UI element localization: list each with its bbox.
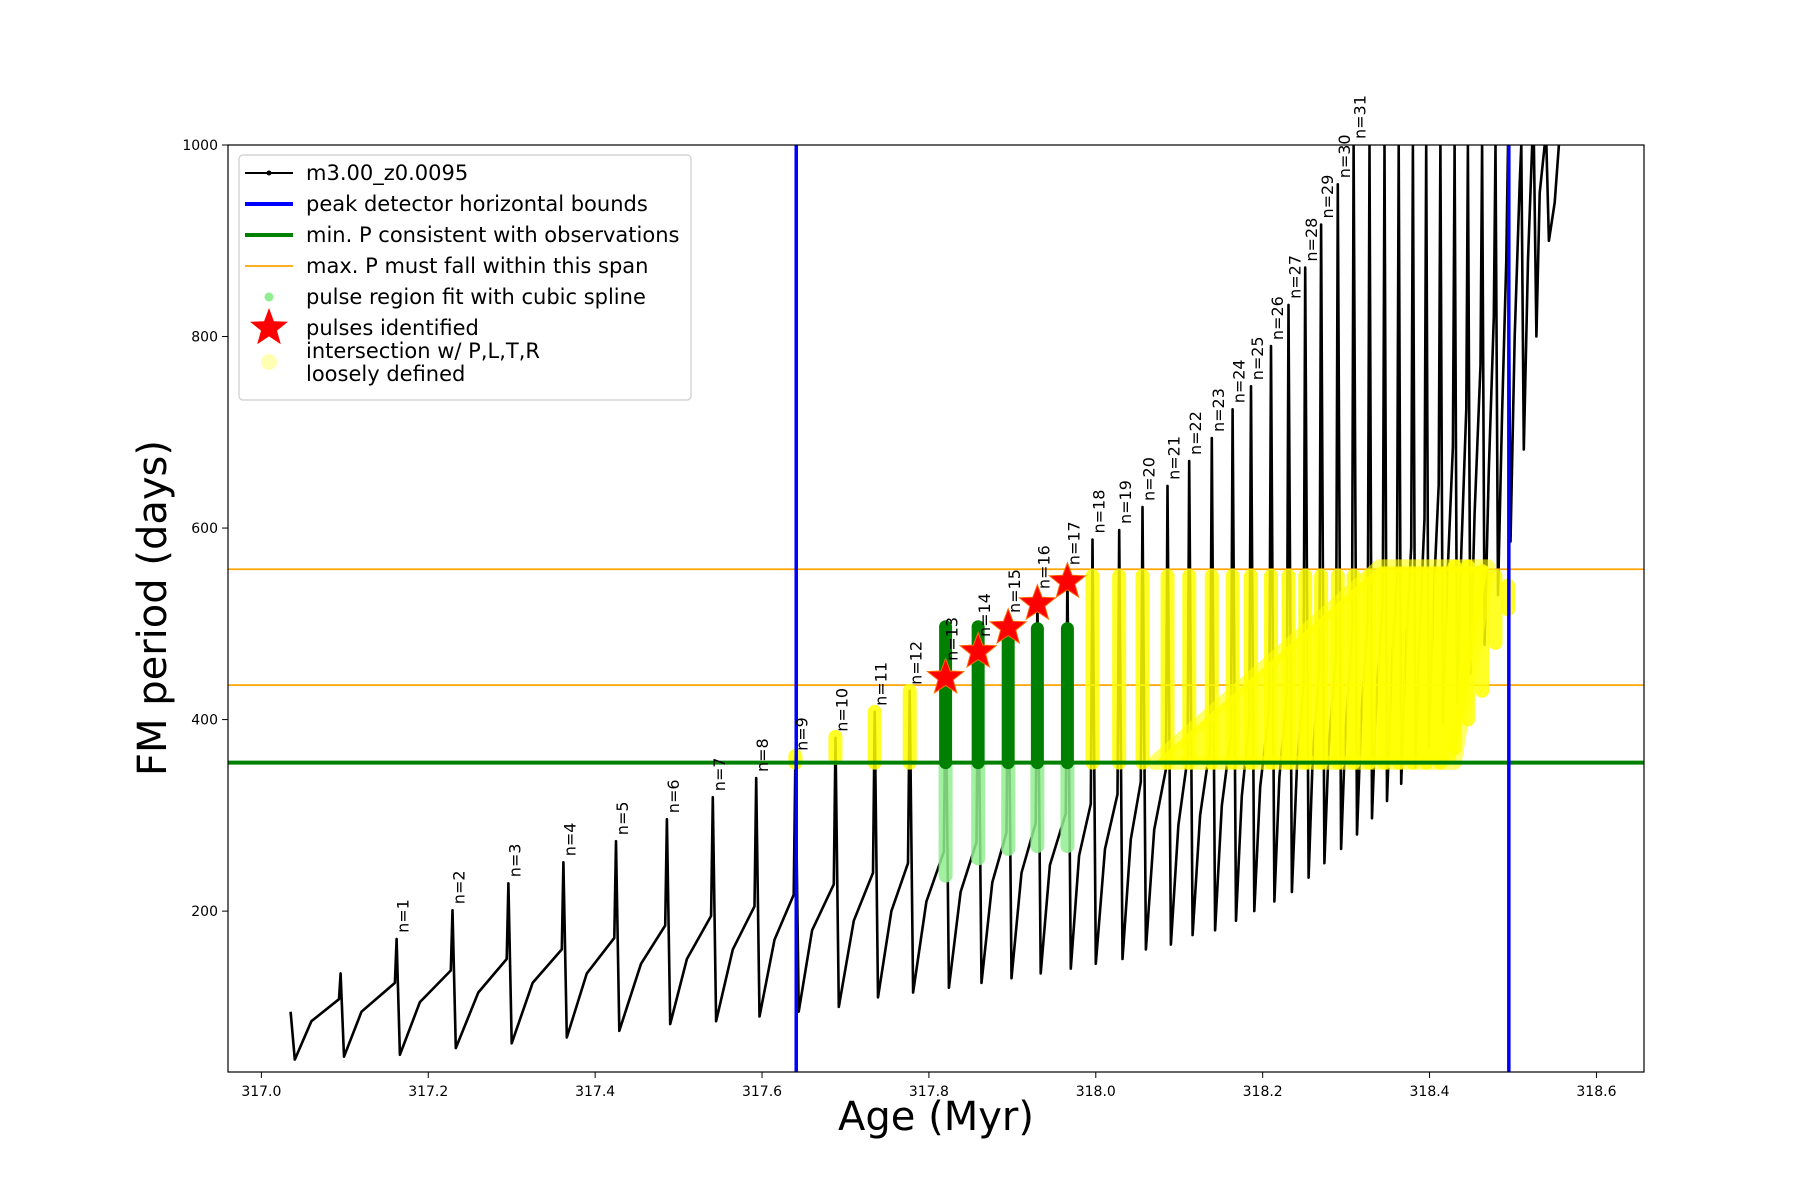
legend-label: pulses identified [306, 316, 479, 340]
pulse-label: n=25 [1248, 336, 1267, 380]
pulse-label: n=6 [664, 779, 683, 813]
legend-label: pulse region fit with cubic spline [306, 285, 646, 309]
x-tick-label: 317.0 [241, 1084, 281, 1100]
x-tick-label: 318.0 [1076, 1084, 1116, 1100]
pulse-label: n=18 [1090, 490, 1109, 534]
pulse-label: n=9 [792, 717, 811, 751]
pulse-label: n=4 [560, 823, 579, 857]
y-tick-label: 400 [191, 713, 218, 729]
overlay: n=1 n=2 n=3 n=4 n=5 n=6 n=7 n=8 n=9 n=10 n=11 n=12 n… [394, 95, 1370, 933]
legend-label: intersection w/ P,L,T,R loosely defined [306, 339, 540, 386]
pulse-label: n=19 [1116, 480, 1135, 524]
x-tick-label: 317.4 [575, 1084, 615, 1100]
pulse-label: n=12 [907, 641, 926, 685]
y-tick-label: 1000 [182, 138, 218, 154]
pulse-label: n=20 [1140, 457, 1159, 501]
pulse-label: n=10 [833, 688, 852, 732]
pulse-label: n=21 [1165, 436, 1184, 480]
legend-label: m3.00_z0.0095 [306, 161, 468, 186]
pulse-label: n=22 [1186, 411, 1205, 455]
pulse-label: n=14 [975, 593, 994, 637]
x-tick-label: 317.6 [742, 1084, 782, 1100]
pulse-label: n=23 [1209, 388, 1228, 432]
pulse-star [988, 607, 1028, 645]
pulse-label: n=1 [394, 899, 413, 933]
y-tick-label: 600 [191, 521, 218, 537]
pulse-label: n=26 [1268, 296, 1287, 340]
pulse-star [958, 631, 998, 669]
x-tick-label: 317.2 [408, 1084, 448, 1100]
pulse-label: n=5 [613, 801, 632, 835]
x-tick-label: 318.4 [1410, 1084, 1450, 1100]
x-tick-label: 318.2 [1243, 1084, 1283, 1100]
legend-marker [261, 354, 277, 370]
legend-label: peak detector horizontal bounds [306, 192, 648, 216]
pulse-label: n=7 [710, 757, 729, 791]
legend-marker [264, 292, 274, 302]
axes-frame [227, 144, 1645, 1073]
x-tick-label: 317.8 [909, 1084, 949, 1100]
pulse-label: n=29 [1318, 175, 1337, 219]
legend-marker [250, 308, 288, 345]
pulse-label: n=2 [450, 870, 469, 904]
data-line [289, 145, 1561, 1061]
y-tick-label: 800 [191, 330, 218, 346]
x-axis-label: Age (Myr) [838, 1094, 1034, 1140]
legend-marker [266, 170, 272, 176]
legend-label-line: loosely defined [306, 362, 465, 386]
legend-box [238, 154, 692, 401]
plot-area [228, 145, 1644, 1072]
pulse-label: n=28 [1302, 218, 1321, 262]
pulse-label: n=16 [1034, 545, 1053, 589]
pulse-label: n=24 [1230, 359, 1249, 403]
pulse-label: n=13 [943, 617, 962, 661]
pulse-star [1017, 583, 1057, 621]
legend-label-line: intersection w/ P,L,T,R [306, 339, 540, 363]
pulse-label: n=15 [1005, 569, 1024, 613]
x-tick-label: 318.6 [1576, 1084, 1616, 1100]
pulse-star [1048, 561, 1087, 599]
pulse-star [926, 657, 966, 694]
pulse-label: n=11 [872, 662, 891, 706]
y-tick-label: 200 [191, 904, 218, 920]
pulse-label: n=31 [1351, 95, 1370, 139]
legend-label: max. P must fall within this span [306, 254, 648, 278]
pulse-label: n=8 [753, 738, 772, 772]
legend-label: min. P consistent with observations [306, 223, 679, 247]
pulse-label: n=27 [1286, 255, 1305, 299]
y-axis-label: FM period (days) [130, 440, 176, 776]
pulse-label: n=30 [1335, 134, 1354, 178]
pulse-label: n=3 [505, 844, 524, 878]
pulse-label: n=17 [1064, 521, 1083, 565]
